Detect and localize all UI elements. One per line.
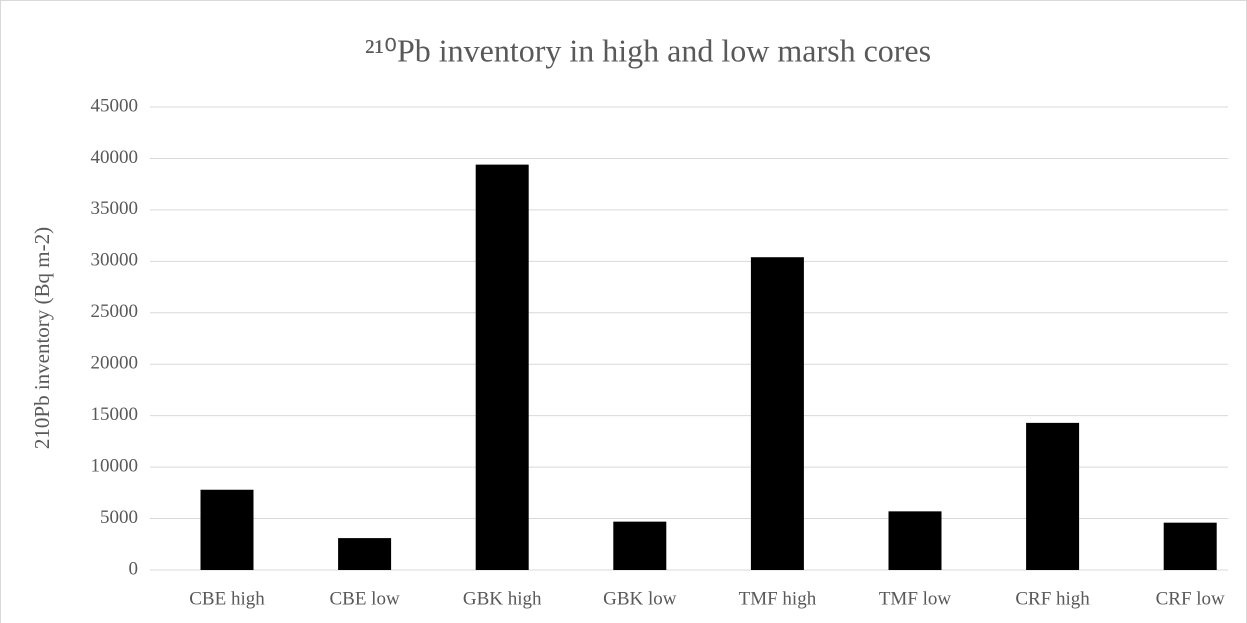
bar [1163,522,1217,570]
bar [613,521,667,570]
x-tick-label: CBE high [189,588,265,609]
y-tick-label: 15000 [91,404,139,425]
x-tick-label: GBK high [463,588,542,609]
y-tick-label: 40000 [91,147,139,168]
x-tick-label: GBK low [603,588,677,609]
y-axis-label: 210Pb inventory (Bq m-2) [30,227,54,449]
x-tick-label: CRF low [1156,588,1225,609]
bar [338,538,392,570]
x-tick-label: CBE low [329,588,399,609]
chart-title: ²¹⁰Pb inventory in high and low marsh co… [365,32,931,68]
x-tick-label: TMF high [739,588,817,609]
y-tick-label: 25000 [91,301,139,322]
bar [475,164,529,570]
y-tick-label: 0 [129,558,139,579]
bar [200,489,254,570]
x-tick-label: TMF low [879,588,952,609]
y-tick-label: 10000 [91,455,139,476]
y-tick-label: 5000 [100,507,138,528]
x-tick-label: CRF high [1015,588,1090,609]
y-tick-label: 20000 [91,353,139,374]
y-tick-label: 35000 [91,198,139,219]
bar [888,511,942,570]
y-tick-label: 30000 [91,250,139,271]
bar [750,257,804,570]
y-tick-label: 45000 [91,95,139,116]
bar [1026,422,1080,570]
